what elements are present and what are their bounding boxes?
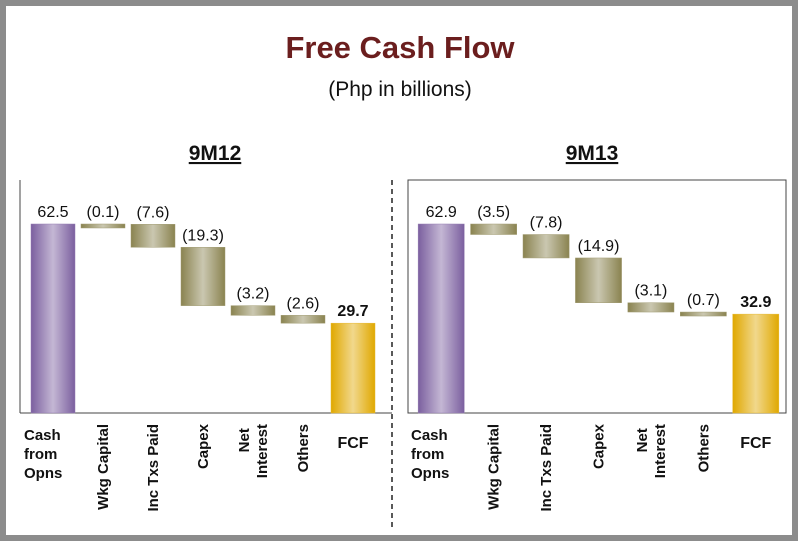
bar	[230, 305, 276, 316]
x-tick-label: Net Interest	[236, 424, 271, 478]
x-tick-label: Wkg Capital	[95, 424, 112, 510]
value-label: 62.5	[37, 204, 68, 221]
bar	[130, 224, 176, 248]
x-tick-label: Capex	[195, 423, 212, 469]
value-label: (3.5)	[477, 204, 510, 221]
x-tick-label: FCF	[740, 435, 771, 452]
bar	[280, 315, 326, 324]
bar	[732, 313, 780, 414]
value-label: (7.6)	[137, 204, 170, 221]
value-label: (2.6)	[287, 295, 320, 312]
chart-title: 9M12	[189, 142, 242, 165]
value-label: 62.9	[426, 204, 457, 221]
slide-subtitle: (Php in billions)	[328, 78, 472, 101]
slide-background	[6, 6, 792, 535]
value-label: (14.9)	[578, 238, 620, 255]
bar	[180, 247, 226, 306]
x-tick-label: Others	[695, 424, 712, 472]
x-tick-label: Cash from Opns	[24, 427, 65, 482]
chart-title: 9M13	[566, 142, 619, 165]
value-label: 32.9	[740, 294, 771, 311]
x-tick-label: Cash from Opns	[411, 427, 452, 482]
x-tick-label: Capex	[591, 423, 608, 469]
slide-title: Free Cash Flow	[285, 30, 515, 65]
value-label: (3.2)	[237, 286, 270, 303]
x-tick-label: Inc Txs Paid	[145, 424, 162, 512]
value-label: (0.1)	[87, 204, 120, 221]
bar	[330, 322, 376, 414]
value-label: (7.8)	[530, 215, 563, 232]
bar	[30, 223, 76, 414]
x-tick-label: Others	[295, 424, 312, 472]
bar	[470, 223, 517, 235]
bar	[417, 223, 465, 414]
x-tick-label: FCF	[337, 435, 368, 452]
x-tick-label: Net Interest	[634, 424, 669, 478]
value-label: (3.1)	[634, 283, 667, 300]
value-label: (0.7)	[687, 292, 720, 309]
bar	[575, 257, 622, 303]
bar	[80, 223, 126, 229]
bar	[680, 311, 727, 317]
bar	[522, 234, 570, 259]
bar	[627, 302, 675, 313]
x-tick-label: Wkg Capital	[486, 424, 503, 510]
value-label: (19.3)	[182, 227, 224, 244]
x-tick-label: Inc Txs Paid	[538, 424, 555, 512]
plot-frame	[407, 179, 787, 414]
value-label: 29.7	[337, 303, 368, 320]
